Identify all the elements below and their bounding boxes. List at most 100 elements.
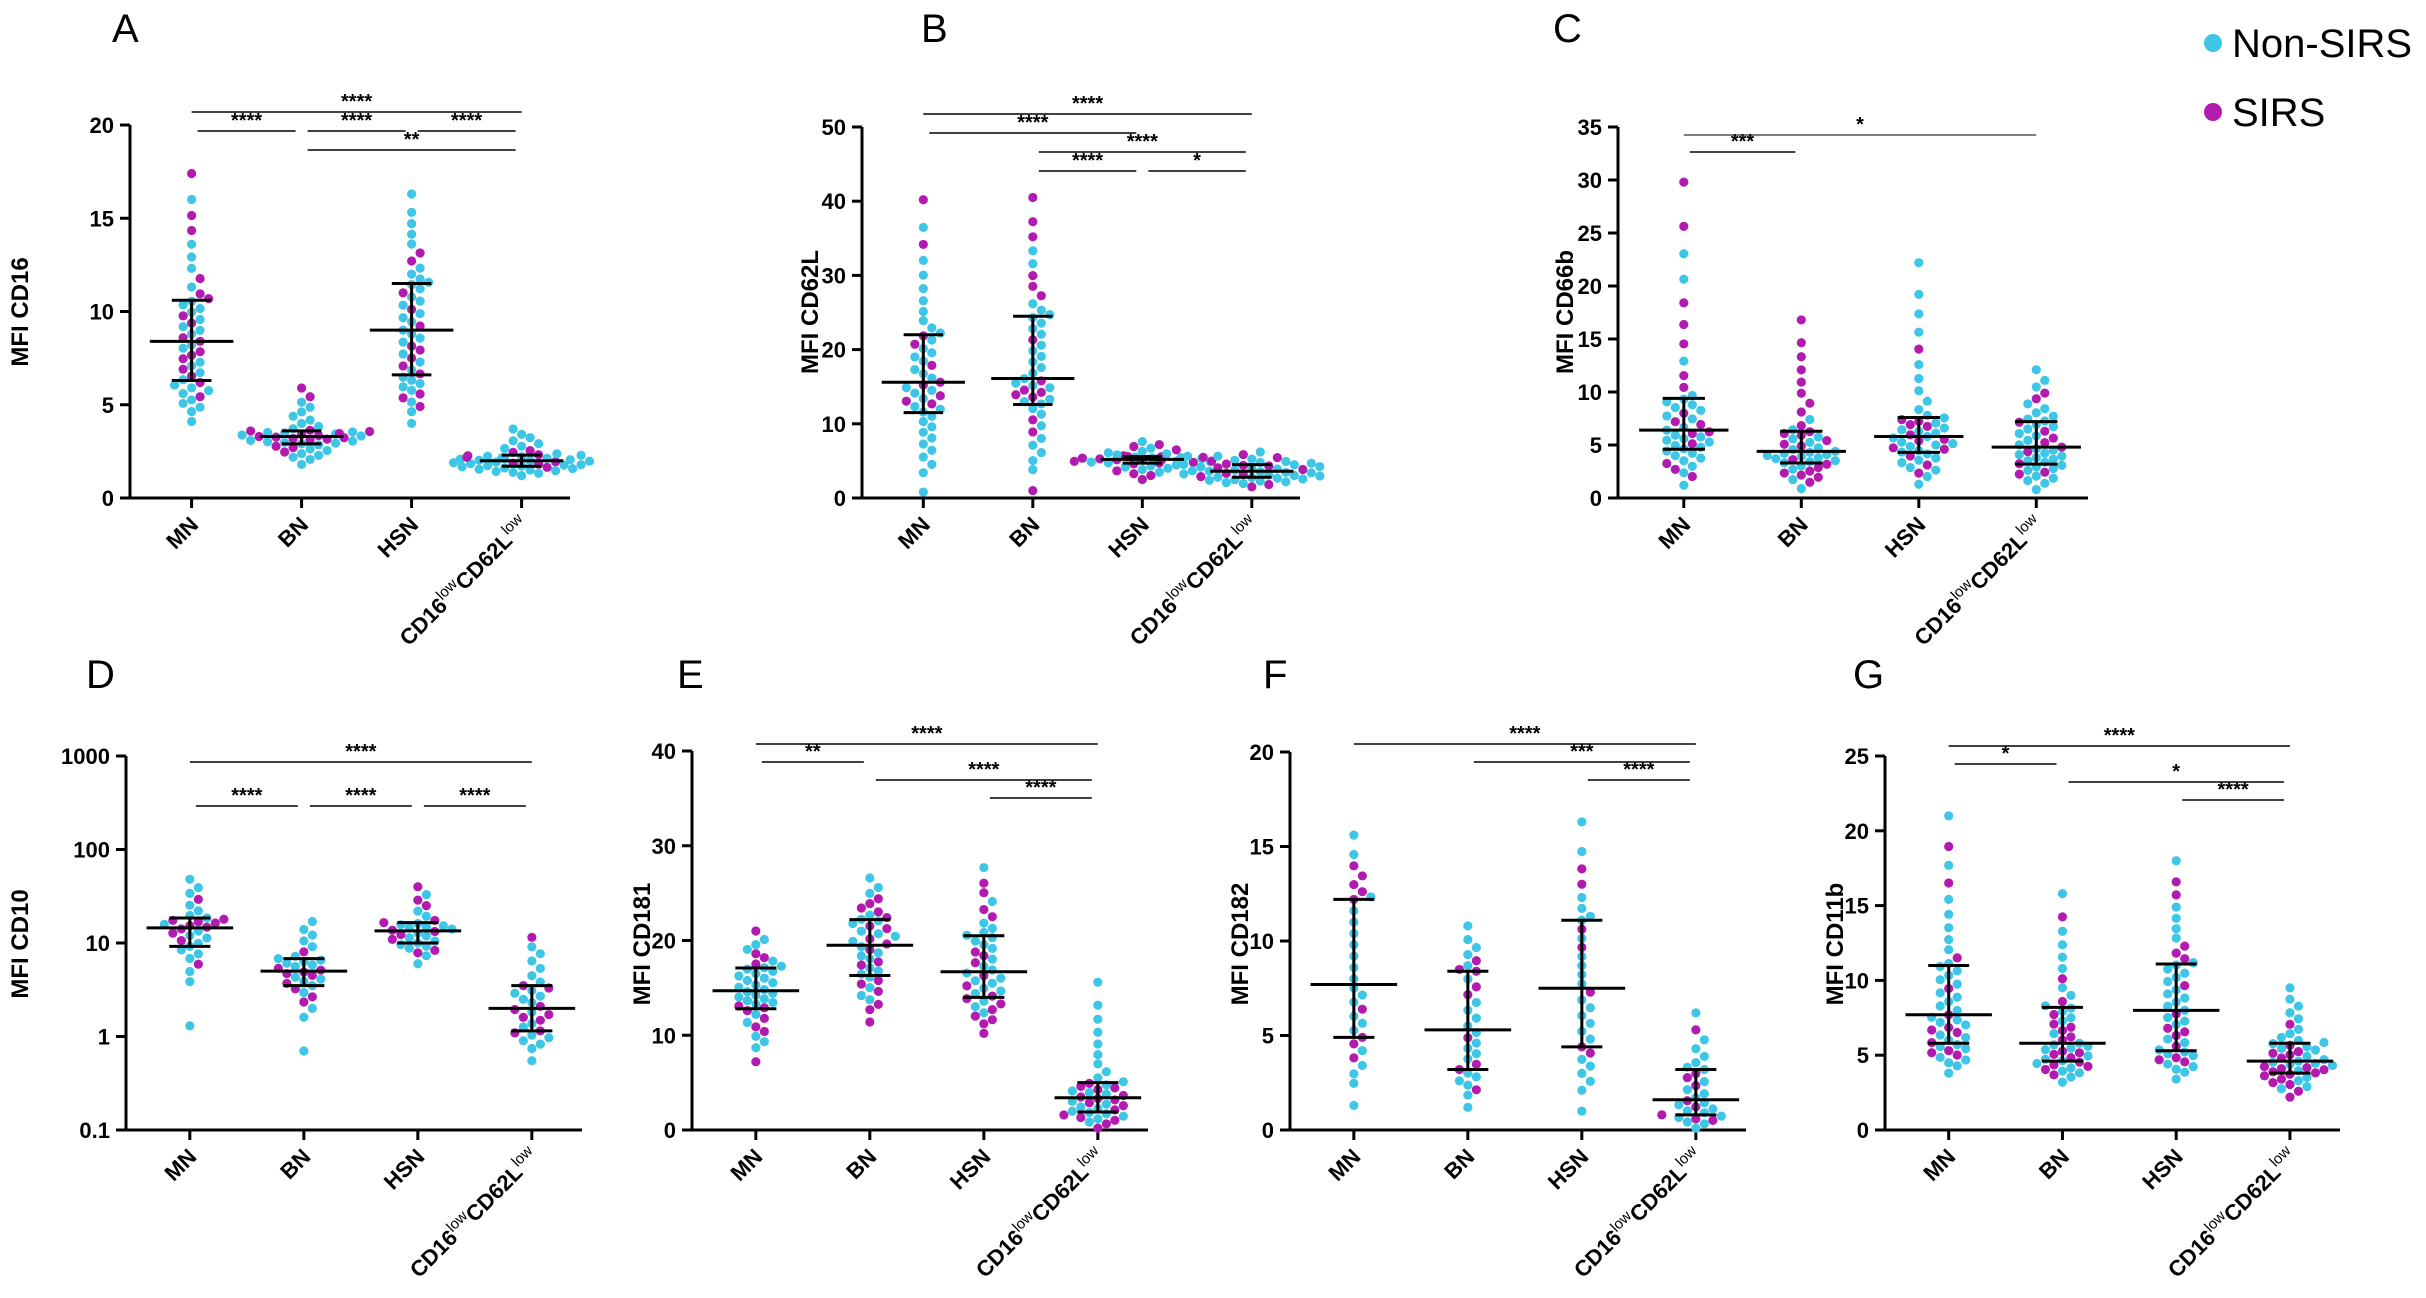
data-point-non-sirs bbox=[518, 1022, 528, 1032]
data-point-sirs bbox=[1779, 439, 1789, 449]
data-point-non-sirs bbox=[1944, 935, 1954, 945]
data-point-non-sirs bbox=[1454, 1076, 1464, 1086]
data-point-non-sirs bbox=[1805, 437, 1815, 448]
data-point-non-sirs bbox=[970, 976, 980, 986]
data-point-sirs bbox=[413, 948, 423, 958]
data-point-non-sirs bbox=[1306, 468, 1316, 478]
data-point-non-sirs bbox=[348, 436, 358, 446]
data-point-non-sirs bbox=[2057, 889, 2068, 899]
data-point-sirs bbox=[1129, 441, 1139, 452]
data-point-non-sirs bbox=[1944, 923, 1954, 933]
data-point-sirs bbox=[379, 918, 389, 928]
data-point-non-sirs bbox=[1914, 309, 1924, 319]
data-point-non-sirs bbox=[1471, 1049, 1481, 1059]
data-point-sirs bbox=[1691, 1114, 1701, 1124]
data-point-non-sirs bbox=[1699, 1077, 1709, 1087]
data-point-sirs bbox=[187, 168, 197, 179]
data-point-non-sirs bbox=[1577, 1085, 1587, 1095]
data-point-sirs bbox=[415, 321, 425, 331]
data-point-sirs bbox=[1247, 482, 1257, 492]
data-point-non-sirs bbox=[348, 427, 358, 437]
data-point-non-sirs bbox=[1952, 992, 1962, 1002]
data-point-sirs bbox=[865, 899, 875, 909]
data-point-sirs bbox=[178, 354, 188, 364]
data-point-non-sirs bbox=[421, 889, 431, 900]
data-point-sirs bbox=[299, 947, 309, 957]
data-point-sirs bbox=[407, 256, 417, 266]
data-point-sirs bbox=[1069, 456, 1079, 466]
data-point-sirs bbox=[415, 389, 425, 399]
data-point-non-sirs bbox=[865, 888, 875, 898]
y-tick-label: 10 bbox=[1250, 929, 1274, 954]
data-point-non-sirs bbox=[407, 418, 417, 428]
data-point-non-sirs bbox=[1662, 411, 1672, 421]
data-point-non-sirs bbox=[307, 941, 317, 952]
data-point-non-sirs bbox=[2057, 940, 2068, 950]
data-point-sirs bbox=[1272, 453, 1282, 463]
data-point-non-sirs bbox=[305, 415, 315, 425]
data-point-non-sirs bbox=[421, 951, 431, 961]
data-point-non-sirs bbox=[288, 452, 298, 462]
data-point-non-sirs bbox=[1682, 1085, 1692, 1095]
data-point-sirs bbox=[2276, 1074, 2287, 1084]
data-point-sirs bbox=[2066, 1022, 2076, 1032]
data-point-sirs bbox=[1028, 232, 1038, 242]
data-point-sirs bbox=[1679, 382, 1689, 392]
y-tick-label: 25 bbox=[1578, 221, 1602, 246]
data-point-sirs bbox=[1019, 385, 1029, 395]
data-point-non-sirs bbox=[1708, 1104, 1718, 1114]
significance-label: *** bbox=[1570, 741, 1594, 763]
data-point-sirs bbox=[910, 339, 920, 349]
data-point-non-sirs bbox=[2057, 451, 2067, 461]
data-point-sirs bbox=[1028, 192, 1038, 203]
data-point-non-sirs bbox=[1585, 1003, 1595, 1013]
data-point-non-sirs bbox=[2276, 1032, 2287, 1043]
data-point-non-sirs bbox=[185, 966, 195, 977]
data-point-non-sirs bbox=[525, 433, 535, 443]
data-point-sirs bbox=[421, 901, 431, 911]
data-point-sirs bbox=[1796, 407, 1806, 417]
data-point-non-sirs bbox=[918, 255, 928, 265]
data-point-sirs bbox=[398, 361, 408, 371]
panel-letter: D bbox=[86, 653, 115, 697]
data-point-sirs bbox=[1679, 339, 1689, 349]
data-point-sirs bbox=[2048, 433, 2058, 443]
data-point-non-sirs bbox=[2188, 1051, 2198, 1061]
data-point-non-sirs bbox=[193, 906, 203, 916]
data-point-sirs bbox=[751, 926, 761, 936]
y-tick-label: 10 bbox=[86, 931, 110, 956]
data-point-non-sirs bbox=[2188, 1061, 2198, 1072]
y-axis-title: MFI CD62L bbox=[797, 250, 824, 374]
y-tick-label: 10 bbox=[90, 300, 114, 325]
data-point-non-sirs bbox=[2163, 964, 2173, 974]
data-point-non-sirs bbox=[1699, 1035, 1709, 1045]
data-point-non-sirs bbox=[1788, 434, 1798, 444]
data-point-non-sirs bbox=[1796, 483, 1806, 494]
data-point-non-sirs bbox=[1357, 990, 1367, 1000]
data-point-sirs bbox=[1036, 291, 1046, 301]
data-point-sirs bbox=[1679, 177, 1689, 187]
data-point-sirs bbox=[751, 959, 761, 969]
data-point-sirs bbox=[1927, 1025, 1937, 1035]
data-point-sirs bbox=[2171, 890, 2181, 900]
data-point-non-sirs bbox=[759, 973, 769, 983]
data-point-non-sirs bbox=[856, 942, 866, 952]
data-point-non-sirs bbox=[918, 222, 928, 232]
data-point-non-sirs bbox=[1585, 1018, 1595, 1029]
data-point-non-sirs bbox=[1272, 473, 1282, 483]
data-point-non-sirs bbox=[1093, 1014, 1103, 1024]
data-point-sirs bbox=[856, 903, 866, 913]
data-point-non-sirs bbox=[2293, 1024, 2304, 1034]
data-point-non-sirs bbox=[307, 1003, 317, 1014]
panel-letter: E bbox=[677, 653, 704, 697]
data-point-non-sirs bbox=[918, 306, 928, 317]
data-point-sirs bbox=[1585, 987, 1595, 997]
data-point-non-sirs bbox=[1146, 443, 1156, 453]
data-point-sirs bbox=[518, 1012, 528, 1022]
data-point-sirs bbox=[1927, 1048, 1937, 1058]
data-point-non-sirs bbox=[1805, 414, 1815, 425]
data-point-non-sirs bbox=[1687, 448, 1697, 458]
data-point-sirs bbox=[873, 999, 883, 1009]
data-point-sirs bbox=[413, 895, 423, 905]
x-tick-label: BN bbox=[1004, 512, 1044, 552]
